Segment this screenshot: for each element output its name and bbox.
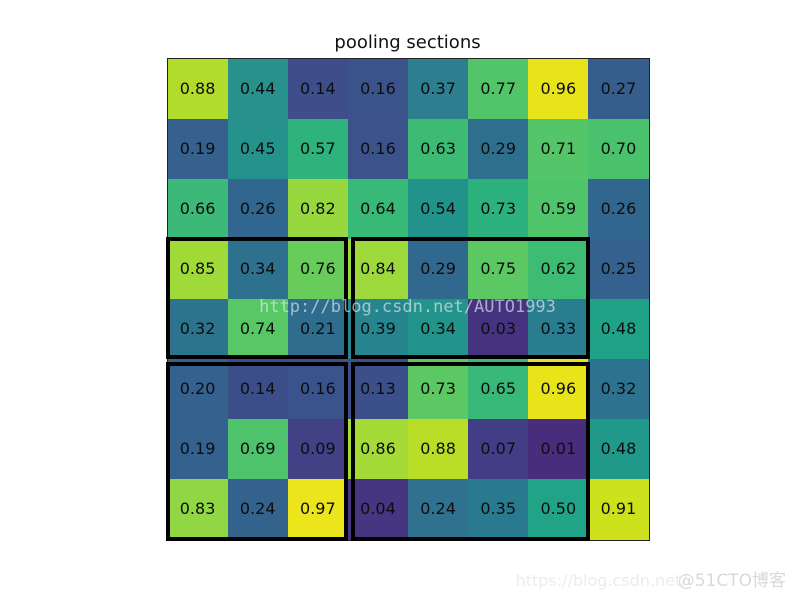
heatmap-cell: 0.16: [347, 118, 408, 179]
heatmap-cell: 0.77: [468, 58, 529, 119]
heatmap-cell: 0.25: [588, 238, 649, 299]
watermark-badge: @51CTO博客: [677, 571, 786, 591]
heatmap-cell: 0.26: [588, 178, 649, 239]
heatmap-cell: 0.04: [347, 479, 408, 540]
heatmap-cell: 0.82: [287, 178, 348, 239]
center-watermark: http://blog.csdn.net/AUTO1993: [259, 297, 556, 317]
heatmap-cell: 0.91: [588, 479, 649, 540]
heatmap-grid: 0.88 0.44 0.14 0.16 0.37 0.77 0.96 0.27 0.19 0.45…: [167, 58, 649, 540]
heatmap-cell: 0.13: [347, 359, 408, 420]
heatmap-cell: 0.20: [167, 359, 228, 420]
heatmap-cell: 0.65: [468, 359, 529, 420]
heatmap-cell: 0.62: [528, 238, 589, 299]
heatmap-cell: 0.76: [287, 238, 348, 299]
heatmap-cell: 0.63: [408, 118, 469, 179]
heatmap-cell: 0.97: [287, 479, 348, 540]
heatmap-cell: 0.16: [287, 359, 348, 420]
heatmap-cell: 0.75: [468, 238, 529, 299]
heatmap-cell: 0.88: [408, 419, 469, 480]
heatmap-cell: 0.32: [588, 359, 649, 420]
heatmap-cell: 0.37: [408, 58, 469, 119]
heatmap-cell: 0.66: [167, 178, 228, 239]
heatmap-cell: 0.16: [347, 58, 408, 119]
heatmap-cell: 0.57: [287, 118, 348, 179]
heatmap-cell: 0.19: [167, 118, 228, 179]
heatmap-cell: 0.09: [287, 419, 348, 480]
heatmap-cell: 0.24: [227, 479, 288, 540]
heatmap-cell: 0.14: [287, 58, 348, 119]
heatmap-cell: 0.64: [347, 178, 408, 239]
heatmap-cell: 0.34: [408, 299, 469, 360]
heatmap-cell: 0.24: [408, 479, 469, 540]
heatmap-cell: 0.50: [528, 479, 589, 540]
heatmap-cell: 0.73: [468, 178, 529, 239]
heatmap-plot: 0.88 0.44 0.14 0.16 0.37 0.77 0.96 0.27 0.19 0.45…: [165, 57, 650, 541]
heatmap-cell: 0.54: [408, 178, 469, 239]
heatmap-cell: 0.69: [227, 419, 288, 480]
heatmap-cell: 0.70: [588, 118, 649, 179]
heatmap-cell: 0.71: [528, 118, 589, 179]
heatmap-cell: 0.48: [588, 299, 649, 360]
heatmap-cell: 0.21: [287, 299, 348, 360]
heatmap-cell: 0.27: [588, 58, 649, 119]
heatmap-cell: 0.32: [167, 299, 228, 360]
heatmap-cell: 0.84: [347, 238, 408, 299]
heatmap-cell: 0.88: [167, 58, 228, 119]
bottom-watermark: https://blog.csdn.net/@51CTO博客: [516, 566, 786, 591]
heatmap-cell: 0.74: [227, 299, 288, 360]
heatmap-cell: 0.59: [528, 178, 589, 239]
heatmap-cell: 0.85: [167, 238, 228, 299]
heatmap-cell: 0.33: [528, 299, 589, 360]
heatmap-cell: 0.96: [528, 58, 589, 119]
watermark-url: https://blog.csdn.net/: [515, 571, 687, 590]
heatmap-cell: 0.03: [468, 299, 529, 360]
heatmap-cell: 0.19: [167, 419, 228, 480]
heatmap-cell: 0.14: [227, 359, 288, 420]
heatmap-cell: 0.73: [408, 359, 469, 420]
heatmap-cell: 0.83: [167, 479, 228, 540]
heatmap-cell: 0.01: [528, 419, 589, 480]
heatmap-cell: 0.29: [408, 238, 469, 299]
heatmap-cell: 0.39: [347, 299, 408, 360]
heatmap-cell: 0.29: [468, 118, 529, 179]
heatmap-cell: 0.96: [528, 359, 589, 420]
heatmap-cell: 0.48: [588, 419, 649, 480]
heatmap-cell: 0.07: [468, 419, 529, 480]
heatmap-cell: 0.45: [227, 118, 288, 179]
heatmap-cell: 0.26: [227, 178, 288, 239]
heatmap-cell: 0.86: [347, 419, 408, 480]
heatmap-cell: 0.35: [468, 479, 529, 540]
heatmap-cell: 0.44: [227, 58, 288, 119]
heatmap-cell: 0.34: [227, 238, 288, 299]
chart-title: pooling sections: [334, 32, 481, 53]
